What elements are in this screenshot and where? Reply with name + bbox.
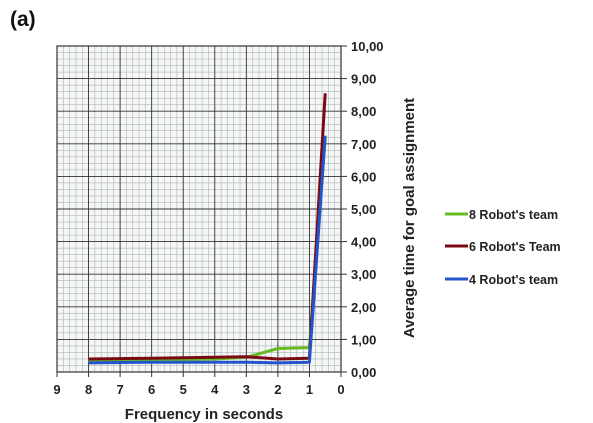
series-line-3 (88, 135, 327, 365)
y-tick-label: 2,00 (351, 300, 376, 315)
x-tick-label: 4 (211, 382, 219, 397)
x-tick-label: 1 (306, 382, 313, 397)
x-tick-label: 0 (337, 382, 344, 397)
series-lines (88, 93, 327, 365)
x-tick-label: 6 (148, 382, 155, 397)
y-tick-label: 0,00 (351, 365, 376, 380)
y-tick-label: 8,00 (351, 104, 376, 119)
legend-label: 8 Robot's team (469, 208, 558, 222)
series-line-1 (88, 137, 327, 363)
y-tick-label: 9,00 (351, 72, 376, 87)
x-tick-label: 7 (116, 382, 123, 397)
y-tick-label: 4,00 (351, 235, 376, 250)
y-tick-label: 6,00 (351, 169, 376, 184)
legend: 8 Robot's team 6 Robot's Team 4 Robot's te… (445, 208, 561, 287)
x-tick-label: 3 (243, 382, 250, 397)
legend-label: 6 Robot's Team (469, 240, 561, 254)
y-tick-label: 10,00 (351, 39, 384, 54)
series-line-2 (88, 93, 327, 361)
x-axis-ticks: 9 8 7 6 5 4 3 2 1 0 (53, 372, 345, 397)
x-tick-label: 8 (85, 382, 92, 397)
x-tick-label: 9 (53, 382, 60, 397)
y-tick-label: 5,00 (351, 202, 376, 217)
x-tick-label: 5 (180, 382, 187, 397)
y-axis-title: Average time for goal assignment (401, 98, 418, 338)
y-axis-ticks: 0,00 1,00 2,00 3,00 4,00 5,00 6,00 7,00 8,00 9,00… (341, 39, 384, 380)
panel-label: (a) (10, 8, 36, 31)
legend-label: 4 Robot's team (469, 273, 558, 287)
y-tick-label: 1,00 (351, 332, 376, 347)
x-tick-label: 2 (274, 382, 281, 397)
y-tick-label: 7,00 (351, 137, 376, 152)
x-axis-title: Frequency in seconds (125, 406, 283, 423)
y-tick-label: 3,00 (351, 267, 376, 282)
